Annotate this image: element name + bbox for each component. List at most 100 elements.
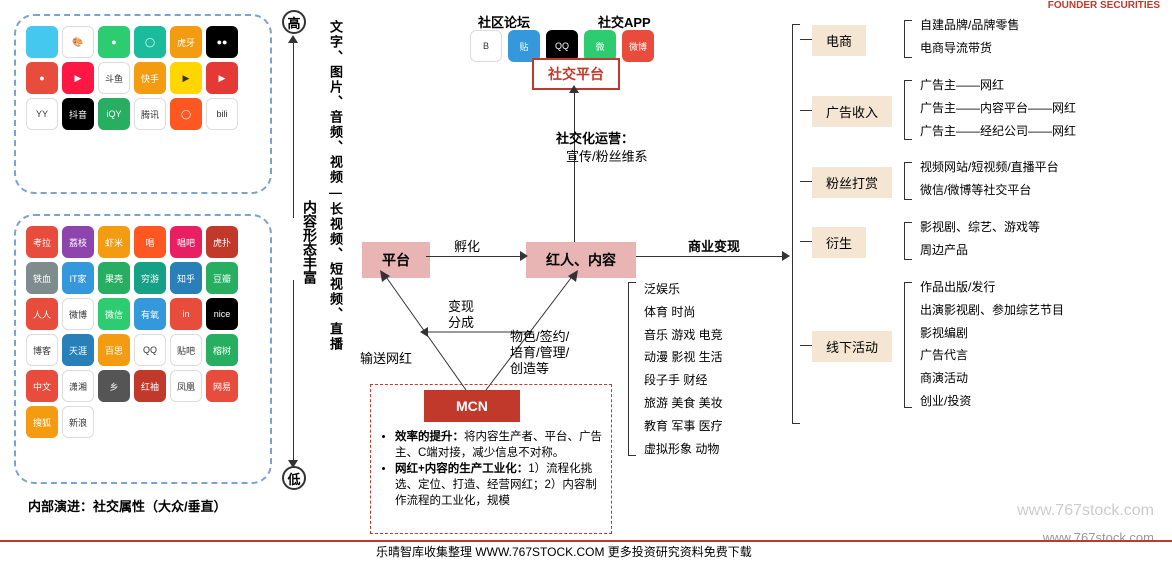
social-forum-label: 社区论坛	[478, 12, 530, 31]
incubate-arrow	[426, 256, 524, 257]
app-icon: nice	[206, 298, 238, 330]
monetization-item: 广告代言	[920, 344, 1064, 367]
app-icon: iQY	[98, 98, 130, 130]
app-icon: 🎨	[62, 26, 94, 58]
app-icon: 有氧	[134, 298, 166, 330]
app-icon: 新浪	[62, 406, 94, 438]
incubate-label: 孵化	[454, 236, 480, 255]
app-icon: IT家	[62, 262, 94, 294]
monetization-item: 影视剧、综艺、游戏等	[920, 216, 1040, 239]
content-category-item: 体育 时尚	[644, 301, 723, 324]
social-ops-sub: 宣传/粉丝维系	[566, 146, 648, 165]
app-icon: 荔枝	[62, 226, 94, 258]
app-icon: ●●	[206, 26, 238, 58]
sub-bracket	[904, 20, 912, 58]
social-apps-box: 考拉荔枝虾米唱唱吧虎扑铁血IT家果壳穷游知乎豆瓣人人微博微信有氧innice博客…	[14, 214, 272, 484]
axis-right-label: 文字、图片、音频、视频—长视频、短视频、直播	[326, 20, 345, 352]
content-category-item: 虚拟形象 动物	[644, 438, 723, 461]
app-icon: 斗鱼	[98, 62, 130, 94]
monetization-item: 商演活动	[920, 367, 1064, 390]
app-icon: 快手	[134, 62, 166, 94]
monetization-item: 自建品牌/品牌零售	[920, 14, 1019, 37]
monetization-items: 作品出版/发行出演影视剧、参加综艺节目影视编剧广告代言商演活动创业/投资	[920, 276, 1064, 413]
video-apps-box: 🎨●◯虎牙●●●▶斗鱼快手▶▶YY抖音iQY腾讯◯bili	[14, 14, 272, 194]
content-category-item: 段子手 财经	[644, 369, 723, 392]
monetization-category: 电商	[812, 25, 866, 56]
app-icon: 凤凰	[170, 370, 202, 402]
bracket-connector	[800, 39, 812, 40]
app-icon: 考拉	[26, 226, 58, 258]
monetization-item: 创业/投资	[920, 390, 1064, 413]
monetization-item: 广告主——经纪公司——网红	[920, 120, 1076, 143]
app-icon: 网易	[206, 370, 238, 402]
monetization-category: 粉丝打赏	[812, 167, 892, 198]
app-icon: ▶	[170, 62, 202, 94]
monetize-arrowhead	[782, 251, 790, 261]
monetization-item: 影视编剧	[920, 322, 1064, 345]
axis-high-label: 高	[282, 10, 306, 34]
app-icon: ▶	[206, 62, 238, 94]
app-icon: 乡	[98, 370, 130, 402]
content-categories-bracket	[628, 282, 636, 456]
app-icon: 抖音	[62, 98, 94, 130]
app-icon: 铁血	[26, 262, 58, 294]
app-icon	[26, 26, 58, 58]
footer-divider	[0, 540, 1172, 542]
bracket-connector	[800, 110, 812, 111]
video-apps-grid: 🎨●◯虎牙●●●▶斗鱼快手▶▶YY抖音iQY腾讯◯bili	[26, 26, 260, 130]
monetize-label: 商业变现	[688, 236, 740, 255]
monetization-items: 自建品牌/品牌零售电商导流带货	[920, 14, 1019, 60]
monetization-category: 衍生	[812, 227, 866, 258]
app-icon: ▶	[62, 62, 94, 94]
app-icon: 榕树	[206, 334, 238, 366]
app-icon: 果壳	[98, 262, 130, 294]
monetization-item: 视频网站/短视频/直播平台	[920, 156, 1059, 179]
app-icon: 豆瓣	[206, 262, 238, 294]
app-icon: ◯	[134, 26, 166, 58]
bracket-connector	[800, 345, 812, 346]
monetization-item: 作品出版/发行	[920, 276, 1064, 299]
app-icon: 潇湘	[62, 370, 94, 402]
app-icon: B	[470, 30, 502, 62]
monetization-item: 微信/微博等社交平台	[920, 179, 1059, 202]
bracket-connector	[800, 181, 812, 182]
sub-bracket	[904, 80, 912, 140]
watermark-1: www.767stock.com	[1017, 502, 1154, 520]
watermark-2: www.767stock.com	[1043, 530, 1154, 545]
brand-label: FOUNDER SECURITIES	[1048, 0, 1160, 11]
app-icon: 天涯	[62, 334, 94, 366]
content-to-social-arrow	[574, 88, 575, 242]
left-caption: 内部演进：社交属性（大众/垂直）	[28, 496, 227, 515]
content-category-item: 动漫 影视 生活	[644, 346, 723, 369]
app-icon: 知乎	[170, 262, 202, 294]
split-label-2: 分成	[448, 312, 474, 331]
app-icon: 贴吧	[170, 334, 202, 366]
sub-bracket	[904, 162, 912, 200]
axis-down-arrowhead	[288, 460, 298, 468]
monetization-category: 线下活动	[812, 331, 892, 362]
incubate-arrowhead	[520, 251, 528, 261]
social-app-label: 社交APP	[598, 12, 651, 31]
app-icon: ●	[98, 26, 130, 58]
mcn-bullet: 网红+内容的生产工业化：1）流程化挑选、定位、打造、经营网红；2）内容制作流程的…	[395, 461, 603, 509]
monetization-item: 电商导流带货	[920, 37, 1019, 60]
mcn-arrows-svg	[356, 270, 636, 392]
monetization-items: 视频网站/短视频/直播平台微信/微博等社交平台	[920, 156, 1059, 202]
axis-low-label: 低	[282, 466, 306, 490]
monetization-items: 广告主——网红广告主——内容平台——网红广告主——经纪公司——网红	[920, 74, 1076, 142]
sub-bracket	[904, 282, 912, 408]
app-icon: 搜狐	[26, 406, 58, 438]
axis-up-arrow	[293, 38, 294, 218]
app-icon: 微信	[98, 298, 130, 330]
content-category-item: 泛娱乐	[644, 278, 723, 301]
footer-text: 乐晴智库收集整理 WWW.767STOCK.COM 更多投资研究资料免费下载	[376, 543, 752, 560]
axis-down-arrow	[293, 280, 294, 462]
app-icon: bili	[206, 98, 238, 130]
app-icon: 红袖	[134, 370, 166, 402]
monetization-item: 周边产品	[920, 239, 1040, 262]
monetization-main-bracket	[792, 24, 800, 424]
mcn-bullet: 效率的提升：将内容生产者、平台、广告主、C端对接，减少信息不对称。	[395, 429, 603, 461]
app-icon: 虎牙	[170, 26, 202, 58]
monetization-items: 影视剧、综艺、游戏等周边产品	[920, 216, 1040, 262]
app-icon: 人人	[26, 298, 58, 330]
